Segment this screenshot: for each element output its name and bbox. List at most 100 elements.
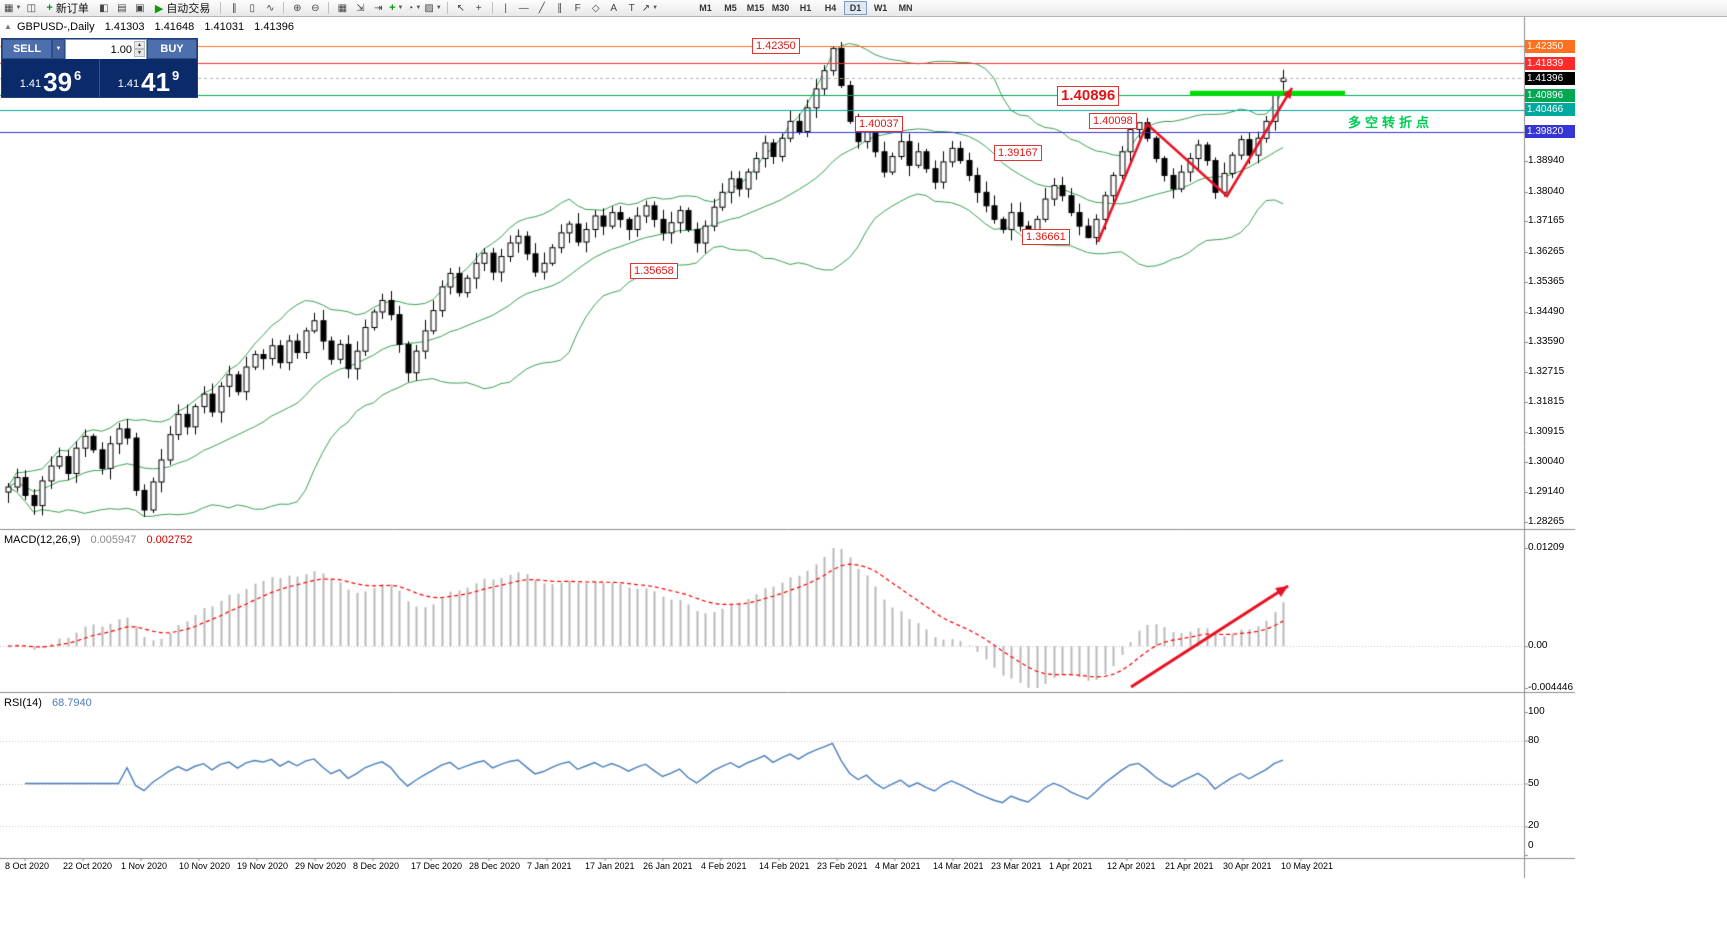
date-axis-label: 23 Mar 2021 [991,861,1042,871]
zoom-out-icon[interactable]: ⊖ [311,2,320,14]
date-axis-label: 17 Dec 2020 [411,861,463,871]
timeframe-h4[interactable]: H4 [824,3,837,13]
date-axis-label: 7 Jan 2021 [527,861,572,871]
price-annotation[interactable]: 1.42350 [752,38,800,54]
ask-price[interactable]: 1.41 41 9 [100,59,197,97]
zoom-in-icon[interactable]: ⊕ [293,2,302,14]
rsi-scale-label: 80 [1528,734,1540,746]
macd-name: MACD(12,26,9) [4,534,81,546]
open-value: 1.41303 [104,21,145,33]
horizontal-line-icon[interactable]: — [518,2,529,14]
autotrading-button[interactable]: ▶ 自动交易 [154,2,211,16]
price-scale-marker: 1.41839 [1525,56,1575,70]
timeframe-h1[interactable]: H1 [799,3,812,13]
date-axis-label: 8 Dec 2020 [353,861,400,871]
bid-price[interactable]: 1.41 39 6 [2,59,100,97]
equidistant-channel-icon[interactable]: ∥ [557,2,563,14]
timeframe-m15[interactable]: M15 [746,3,765,13]
order-type-dropdown[interactable]: ▼ [52,39,65,59]
date-axis-label: 1 Nov 2020 [121,861,168,871]
shapes-icon[interactable]: ◇ [591,2,600,14]
price-scale-tick: 1.35365 [1528,276,1565,288]
templates-icon[interactable]: ▨ ▼ [424,2,442,14]
candlestick-chart-icon[interactable]: ▯ [249,2,256,14]
date-axis-label: 12 Apr 2021 [1107,861,1156,871]
arrows-icon[interactable]: ↗ ▼ [641,2,659,14]
timeframe-mn[interactable]: MN [898,3,913,13]
tile-windows-icon[interactable]: ▦ [337,2,348,14]
chevron-down-icon: ▼ [435,5,442,11]
price-scale-marker: 1.41396 [1525,71,1575,85]
bid-big-digits: 39 [43,66,73,97]
price-scale-tick: 1.29140 [1528,486,1565,498]
timeframe-d1[interactable]: D1 [844,1,868,15]
market-watch-icon[interactable]: ◧ [99,2,109,14]
price-scale-tick: 1.31815 [1528,396,1565,408]
turning-point-note[interactable]: 多空转折点 [1348,115,1434,130]
price-scale-marker: 1.42350 [1525,39,1575,53]
crosshair-icon[interactable]: + [475,2,482,14]
price-annotation[interactable]: 1.35658 [630,263,678,279]
high-value: 1.41648 [154,21,195,33]
timeframe-m5[interactable]: M5 [724,3,737,13]
buy-button[interactable]: BUY [147,39,197,59]
tick-chart-icon[interactable]: ◫ [26,2,37,14]
macd-indicator-label: MACD(12,26,9) 0.005947 0.002752 [4,534,199,546]
low-value: 1.41031 [204,21,245,33]
volume-down-icon[interactable]: ▼ [134,49,145,57]
rsi-scale-label: 0 [1528,840,1534,851]
date-axis-label: 4 Mar 2021 [875,861,921,871]
rsi-scale-label: 100 [1528,706,1545,717]
date-axis-label: 14 Feb 2021 [759,861,810,871]
price-annotation[interactable]: 1.40896 [1057,86,1120,106]
ask-pip-digit: 9 [172,68,180,83]
data-window-icon[interactable]: ▤ [117,2,127,14]
vertical-line-icon[interactable]: | [504,2,508,14]
date-axis-label: 19 Nov 2020 [237,861,289,871]
price-annotation[interactable]: 1.40037 [855,116,903,132]
bid-pip-digit: 6 [74,68,82,83]
auto-scroll-icon[interactable]: ⇲ [356,2,365,14]
chart-shift-icon[interactable]: ⇥ [374,2,383,14]
rsi-name: RSI(14) [4,697,42,709]
price-scale-tick: 1.38940 [1528,155,1565,167]
price-scale[interactable] [1524,17,1576,876]
macd-window-separator[interactable] [0,527,1575,531]
timeframe-m30[interactable]: M30 [771,3,790,13]
price-scale-marker: 1.40896 [1525,88,1575,102]
price-scale-tick: 1.30915 [1528,426,1565,438]
price-scale-tick: 1.37165 [1528,215,1565,227]
fibonacci-icon[interactable]: F [574,2,581,14]
price-scale-tick: 1.34490 [1528,305,1565,317]
terminal-icon[interactable]: ▣ [135,2,145,14]
new-order-button[interactable]: + 新订单 [46,2,89,15]
sell-button[interactable]: SELL [2,39,52,59]
collapse-one-click-button[interactable]: ▲ [4,22,12,31]
bar-chart-icon[interactable]: ∥ [231,2,237,14]
price-annotation[interactable]: 1.39167 [994,145,1042,161]
rsi-indicator-label: RSI(14) 68.7940 [4,697,99,709]
volume-input[interactable] [66,41,146,59]
line-chart-icon[interactable]: ∿ [266,2,275,14]
date-axis-label: 17 Jan 2021 [585,861,635,871]
price-annotation[interactable]: 1.40098 [1089,113,1137,129]
cursor-icon[interactable]: ↖ [456,2,465,14]
rsi-window-separator[interactable] [0,690,1575,694]
price-scale-tick: 1.33590 [1528,336,1565,348]
text-icon[interactable]: A [610,2,618,14]
text-label-icon[interactable]: T [628,2,635,14]
chevron-down-icon: ▼ [415,5,422,11]
symbol-period-label: GBPUSD-,Daily [17,21,95,33]
volume-up-icon[interactable]: ▲ [134,41,145,49]
price-annotation[interactable]: 1.36661 [1022,229,1070,245]
indicators-icon[interactable]: + ▼ [389,2,404,14]
timeframe-m1[interactable]: M1 [699,3,712,13]
bid-prefix: 1.41 [19,78,42,90]
price-scale-marker: 1.39820 [1525,125,1575,138]
periods-icon[interactable]: ◔ ▼ [407,2,422,14]
toolbar-separator [283,2,285,14]
new-chart-icon[interactable]: ▦ ▼ [4,2,22,14]
timeframe-w1[interactable]: W1 [873,3,888,13]
trendline-icon[interactable]: ╱ [538,2,545,14]
